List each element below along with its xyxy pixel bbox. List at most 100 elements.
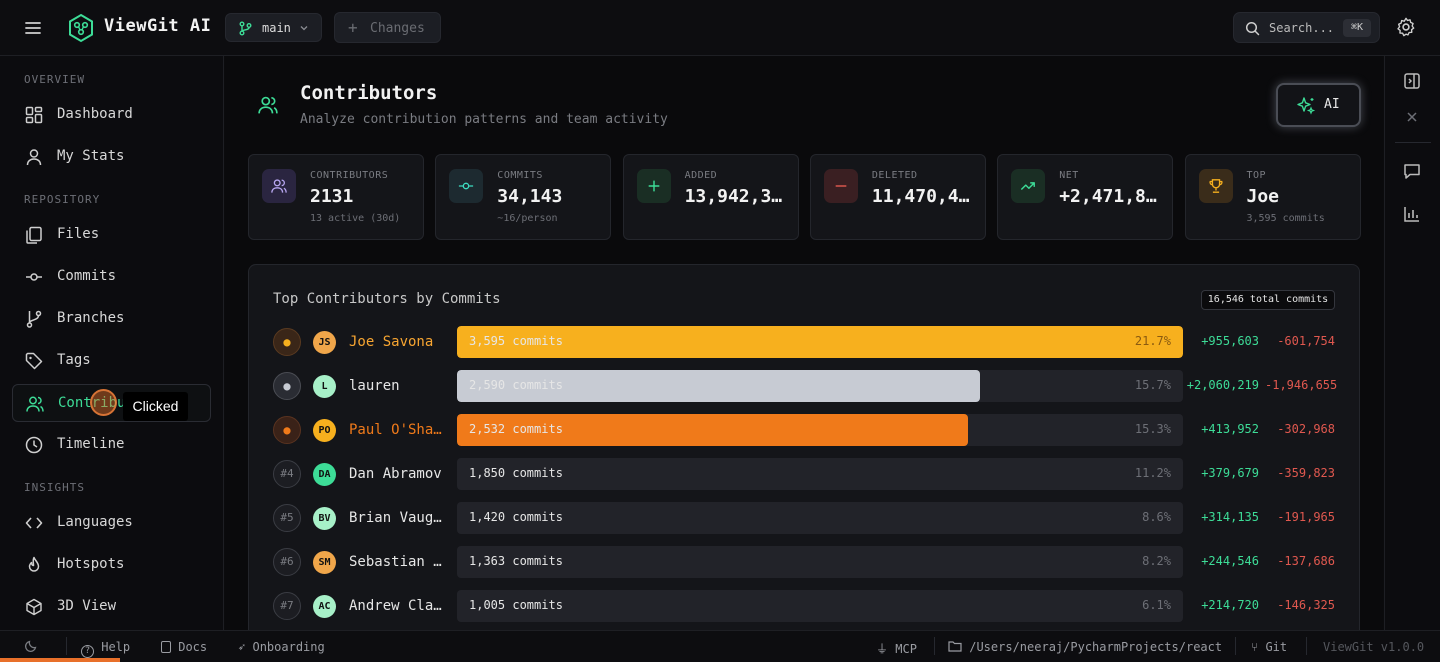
ai-button[interactable]: AI <box>1276 83 1361 127</box>
lines-deleted: -191,965 <box>1277 510 1335 524</box>
sidebar-item-branches[interactable]: Branches <box>12 300 211 338</box>
stat-value: 34,143 <box>497 186 563 207</box>
contributor-row[interactable]: #6 SM Sebastian Markbåge 1,363 commits 8.2% +… <box>273 546 1353 578</box>
click-indicator <box>90 389 117 416</box>
sidebar-section-repository: REPOSITORY <box>24 193 101 206</box>
stat-subtext: ~16/person <box>497 213 558 224</box>
users-icon <box>258 95 278 115</box>
avatar: L <box>313 375 336 398</box>
commit-percent: 15.3% <box>1134 422 1171 436</box>
close-icon[interactable] <box>1403 108 1421 126</box>
contributor-row[interactable]: ● PO Paul O'Shannessy 2,532 commits 15.3% +41… <box>273 414 1353 446</box>
commit-bar-track: 3,595 commits 21.7% <box>457 326 1183 358</box>
stat-card-added: ADDED 13,942,3… <box>622 154 799 240</box>
commit-bar-track: 1,005 commits 6.1% <box>457 590 1183 622</box>
commit-icon <box>449 169 484 203</box>
commit-bar-fill <box>457 414 968 446</box>
moon-icon[interactable] <box>24 639 38 653</box>
contributor-row[interactable]: #4 DA Dan Abramov 1,850 commits 11.2% +379,67… <box>273 458 1353 490</box>
folder-icon <box>948 641 962 652</box>
help-button[interactable]: ? Help <box>81 640 130 658</box>
sidebar-item-label: Hotspots <box>57 556 125 572</box>
sidebar-item-tags[interactable]: Tags <box>12 342 211 380</box>
clicked-tooltip: Clicked <box>123 392 188 421</box>
commit-count: 2,532 commits <box>469 422 563 436</box>
repo-path[interactable]: /Users/neeraj/PycharmProjects/react <box>948 640 1222 654</box>
onboarding-label: Onboarding <box>252 640 325 654</box>
avatar: BV <box>313 507 336 530</box>
contributor-name[interactable]: lauren <box>349 378 400 394</box>
changes-label: Changes <box>370 21 425 36</box>
avatar: JS <box>313 331 336 354</box>
files-icon <box>26 226 42 244</box>
sidebar-item-hotspots[interactable]: Hotspots <box>12 546 211 584</box>
cube-icon <box>26 598 42 616</box>
contributor-name[interactable]: Sebastian Markbåge <box>349 554 449 570</box>
lines-added: +413,952 <box>1201 422 1259 436</box>
changes-button[interactable]: + Changes <box>334 12 441 43</box>
stat-subtext: 3,595 commits <box>1246 213 1325 224</box>
sidebar-item-dashboard[interactable]: Dashboard <box>12 96 211 134</box>
contributor-row[interactable]: #5 BV Brian Vaughn 1,420 commits 8.6% +314,13… <box>273 502 1353 534</box>
stat-label: COMMITS <box>497 170 543 181</box>
contributor-name[interactable]: Andrew Clark <box>349 598 449 614</box>
sidebar-item-label: Dashboard <box>57 106 133 122</box>
help-icon: ? <box>81 645 94 658</box>
docs-button[interactable]: Docs <box>161 640 207 654</box>
commit-percent: 8.6% <box>1142 510 1171 524</box>
lines-added: +244,546 <box>1201 554 1259 568</box>
contributor-row[interactable]: ● JS Joe Savona 3,595 commits 21.7% +955,603 -… <box>273 326 1353 358</box>
bar-chart-icon[interactable] <box>1403 205 1421 223</box>
contributor-name[interactable]: Brian Vaughn <box>349 510 449 526</box>
sidebar-item-commits[interactable]: Commits <box>12 258 211 296</box>
lines-deleted: -302,968 <box>1277 422 1335 436</box>
sidebar-section-overview: OVERVIEW <box>24 73 85 86</box>
menu-icon[interactable] <box>22 17 44 39</box>
onboarding-button[interactable]: ➶ Onboarding <box>238 640 325 654</box>
docs-icon <box>161 641 171 653</box>
commit-percent: 15.7% <box>1134 378 1171 392</box>
tag-icon <box>25 352 43 370</box>
commit-count: 1,005 commits <box>469 598 563 612</box>
sidebar-item-languages[interactable]: Languages <box>12 504 211 542</box>
plus-icon <box>636 169 671 203</box>
commit-icon <box>26 273 42 281</box>
git-button[interactable]: ⑂ Git <box>1251 640 1287 654</box>
stat-value: 2131 <box>310 186 354 207</box>
branch-selector[interactable]: main <box>225 13 322 42</box>
sidebar-item-3d-view[interactable]: 3D View <box>12 588 211 626</box>
sidebar-item-my-stats[interactable]: My Stats <box>12 138 211 176</box>
search-icon <box>1245 21 1260 36</box>
gear-icon[interactable] <box>1395 16 1417 38</box>
sparkles-icon <box>1297 97 1316 115</box>
stat-label: TOP <box>1246 170 1267 181</box>
loading-progress-bar <box>0 658 120 662</box>
sidebar-item-timeline[interactable]: Timeline <box>12 426 211 464</box>
contributor-name[interactable]: Joe Savona <box>349 334 434 350</box>
avatar: AC <box>313 595 336 618</box>
mcp-button[interactable]: ⏚ MCP <box>876 640 917 657</box>
commit-percent: 6.1% <box>1142 598 1171 612</box>
panel-toggle-icon[interactable] <box>1403 72 1421 90</box>
lines-deleted: -601,754 <box>1277 334 1335 348</box>
docs-label: Docs <box>178 640 208 654</box>
search-input[interactable]: Search... ⌘K <box>1233 12 1380 43</box>
chat-icon[interactable] <box>1403 162 1421 180</box>
lines-added: +379,679 <box>1201 466 1259 480</box>
sidebar-item-files[interactable]: Files <box>12 216 211 254</box>
chevron-down-icon <box>300 26 308 31</box>
sidebar: OVERVIEW Dashboard My Stats REPOSITORY F… <box>0 56 224 630</box>
commit-percent: 11.2% <box>1134 466 1171 480</box>
top-bar: ViewGit AI main + Changes Search... ⌘K <box>0 0 1440 56</box>
divider <box>1306 637 1307 655</box>
user-icon <box>26 149 42 166</box>
contributor-name[interactable]: Dan Abramov <box>349 466 442 482</box>
trending-up-icon <box>1011 169 1046 203</box>
commit-count: 1,363 commits <box>469 554 563 568</box>
contributor-row[interactable]: #7 AC Andrew Clark 1,005 commits 6.1% +214,72… <box>273 590 1353 622</box>
contributor-name[interactable]: Paul O'Shannessy <box>349 422 449 438</box>
help-label: Help <box>101 640 131 654</box>
sidebar-item-label: Commits <box>57 268 117 284</box>
branch-name: main <box>262 21 291 35</box>
